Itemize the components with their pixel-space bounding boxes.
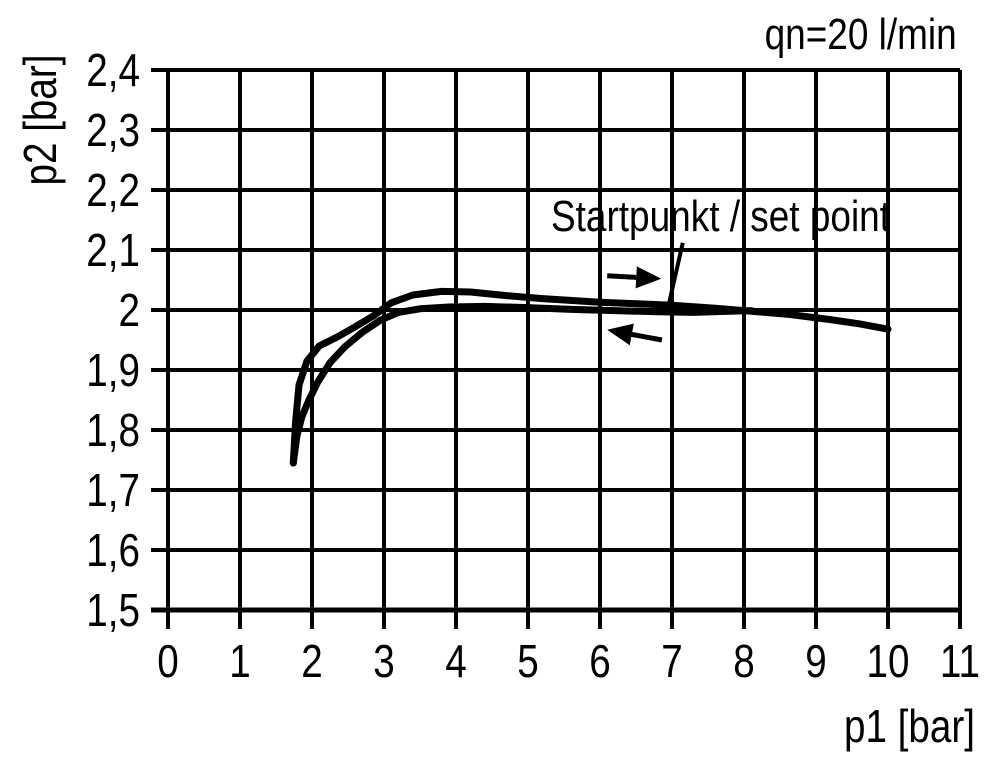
direction-arrow-left <box>631 331 663 343</box>
x-axis-tick-label-11: 11 <box>939 635 981 687</box>
x-axis-tick-label-6: 6 <box>589 635 611 687</box>
y-axis-tick-label-1,7: 1,7 <box>86 464 140 516</box>
flow-rate-label: qn=20 l/min <box>764 10 957 59</box>
pressure-curve-0 <box>289 287 892 467</box>
pressure-curve-1 <box>289 302 755 467</box>
x-axis-tick-label-9: 9 <box>805 635 827 687</box>
y-axis-tick-label-1,6: 1,6 <box>86 524 140 576</box>
x-axis-tick-label-2: 2 <box>301 635 323 687</box>
y-axis-tick-label-2,1: 2,1 <box>86 224 140 276</box>
direction-arrow-left-head-icon <box>607 323 634 346</box>
y-axis-tick-label-2,4: 2,4 <box>86 44 140 96</box>
y-axis-tick-label-2,3: 2,3 <box>86 104 140 156</box>
y-axis-tick-label-1,5: 1,5 <box>86 584 140 636</box>
y-axis-tick-label-1,8: 1,8 <box>86 404 140 456</box>
x-axis-tick-label-3: 3 <box>373 635 395 687</box>
y-axis-tick-label-2,2: 2,2 <box>86 164 140 216</box>
x-axis-tick-label-1: 1 <box>229 635 251 687</box>
x-axis-tick-label-5: 5 <box>517 635 539 687</box>
x-axis-title: p1 [bar] <box>843 700 975 752</box>
x-axis-tick-label-7: 7 <box>661 635 683 687</box>
x-axis-tick-label-8: 8 <box>733 635 755 687</box>
set-point-annotation: Startpunkt / set point <box>551 192 890 241</box>
direction-arrow-right <box>607 273 637 280</box>
x-axis-tick-label-4: 4 <box>445 635 467 687</box>
set-point-leader-line <box>667 242 685 304</box>
y-axis-tick-label-1,9: 1,9 <box>86 344 140 396</box>
x-axis-tick-label-10: 10 <box>866 635 910 687</box>
x-axis-tick-label-0: 0 <box>157 635 179 687</box>
y-axis-tick-label-2: 2 <box>118 284 140 336</box>
direction-arrow-right-head-icon <box>635 266 662 289</box>
